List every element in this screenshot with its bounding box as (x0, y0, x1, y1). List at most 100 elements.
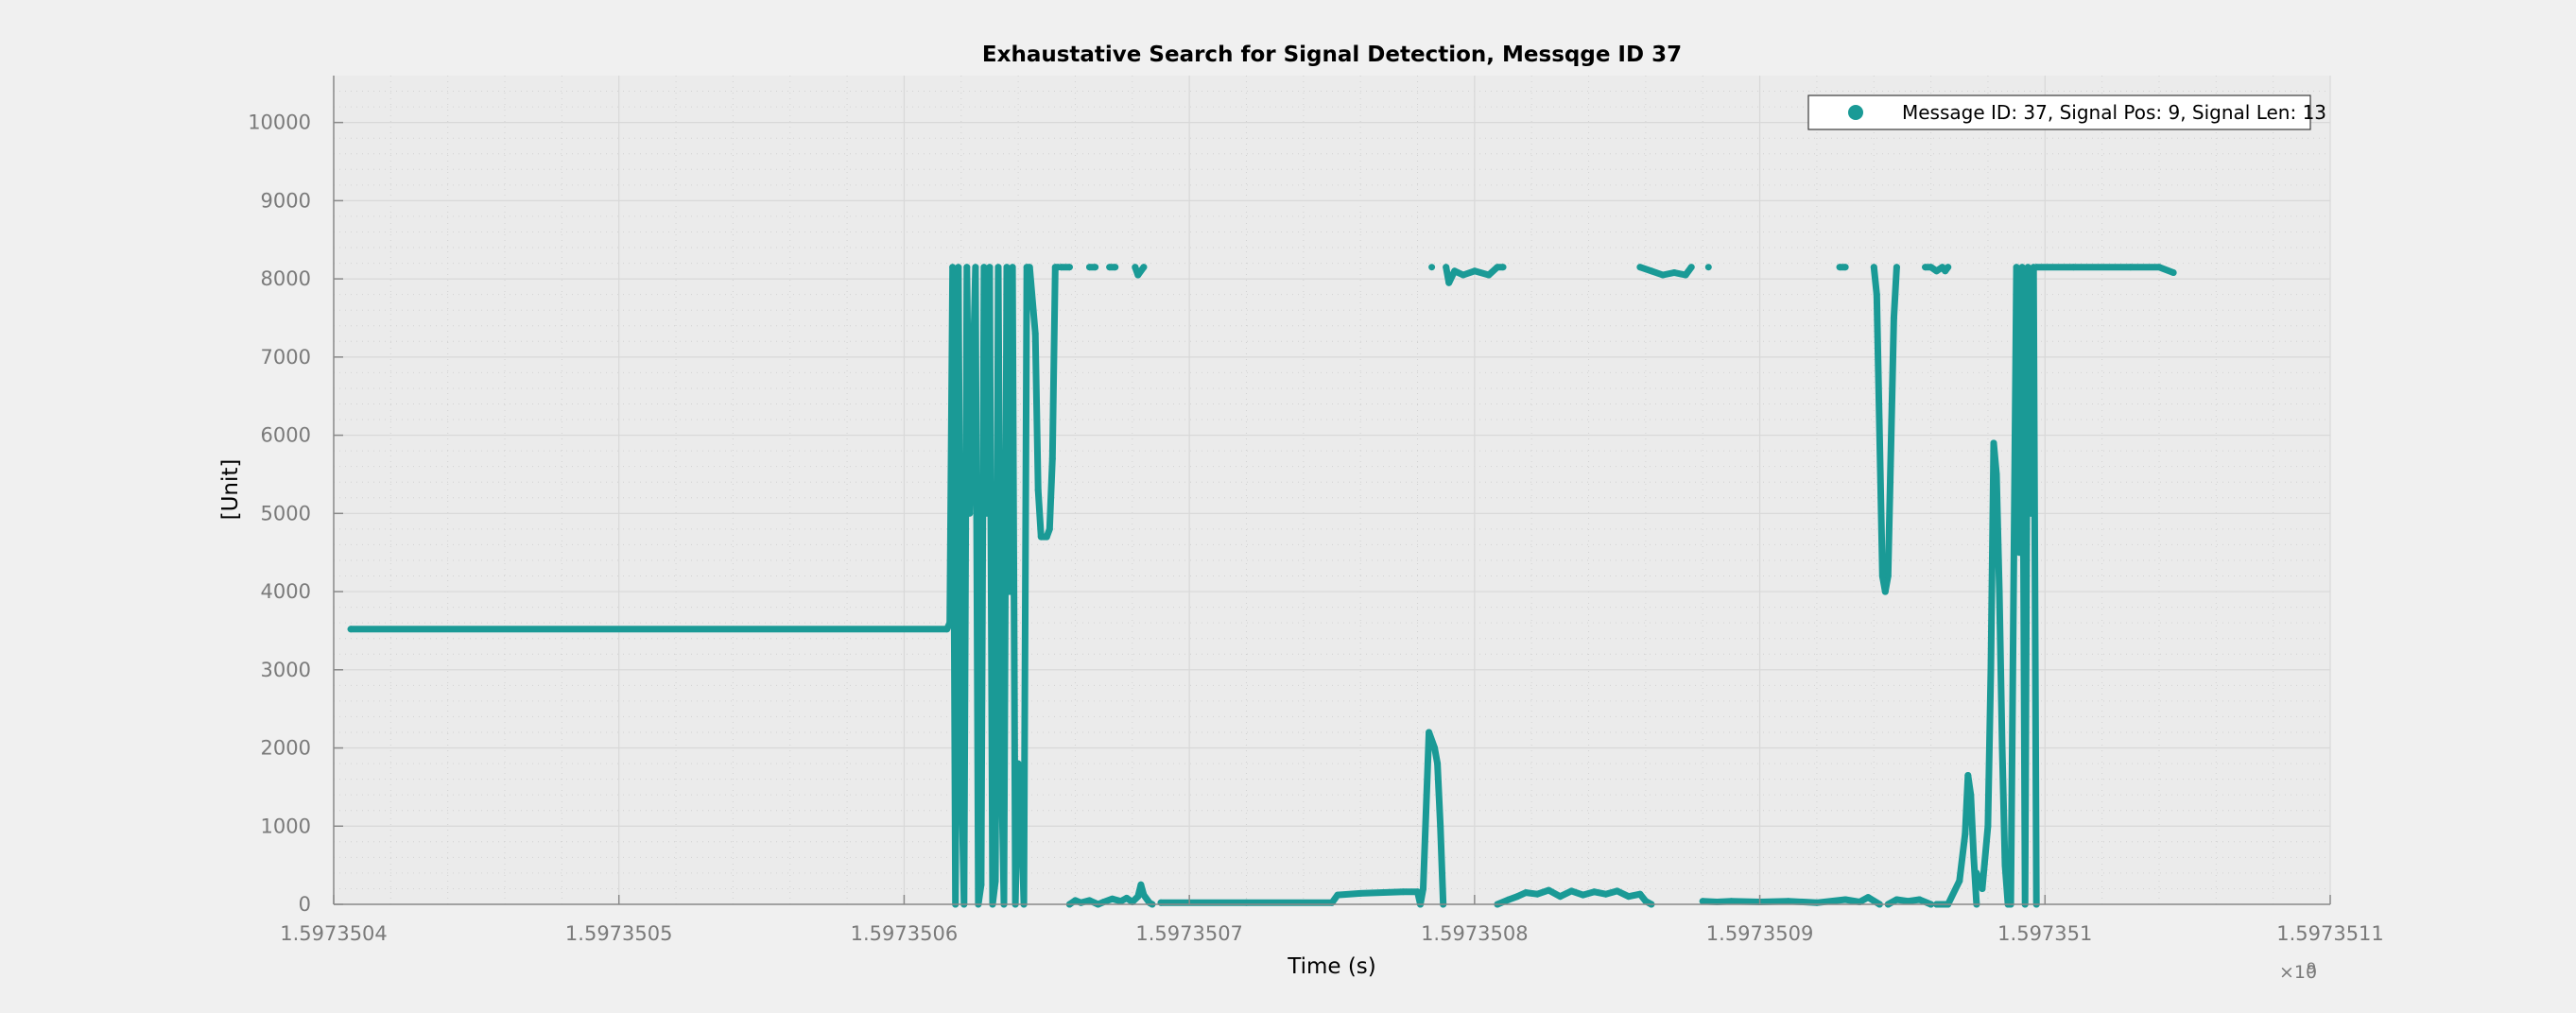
data-point (2024, 264, 2031, 271)
data-point (1434, 760, 1442, 767)
data-point (1648, 267, 1655, 275)
data-point (1123, 894, 1131, 901)
series-segment (1636, 264, 1695, 279)
series-segment (1704, 264, 1712, 271)
data-point (983, 509, 991, 517)
data-point (1602, 890, 1610, 898)
data-point (1670, 269, 1678, 276)
data-point (1137, 881, 1145, 888)
series-segment (1870, 264, 1900, 595)
data-point (1399, 888, 1407, 896)
data-point (2070, 264, 2077, 271)
series-segment (1922, 264, 1952, 275)
x-tick-label: 1.597351 (1997, 922, 2092, 945)
y-tick-label: 7000 (261, 346, 311, 369)
data-point (1922, 264, 1929, 271)
x-tick-label: 1.5973508 (1421, 922, 1529, 945)
data-point (955, 264, 962, 271)
data-point (1048, 455, 1056, 462)
data-point (1893, 264, 1900, 271)
data-point (1659, 271, 1667, 279)
data-point (1357, 889, 1364, 897)
series-line (1699, 894, 1883, 908)
data-point (2032, 264, 2040, 271)
data-point (994, 264, 1002, 271)
chart-title: Exhaustative Search for Signal Detection… (982, 43, 1682, 67)
data-point (1979, 885, 1986, 892)
data-point (1471, 267, 1478, 275)
data-point (1682, 271, 1689, 279)
data-point (2018, 264, 2026, 271)
data-point (1046, 525, 1053, 533)
data-point (1699, 898, 1706, 905)
x-axis-exponent-power: 9 (2307, 959, 2316, 977)
x-tick-label: 1.5973509 (1706, 922, 1814, 945)
data-point (1878, 573, 1886, 579)
data-point (1134, 893, 1142, 901)
data-point (1567, 887, 1575, 895)
data-point (1905, 898, 1911, 905)
data-point (1109, 895, 1116, 902)
x-tick-label: 1.5973507 (1135, 922, 1243, 945)
y-tick-label: 2000 (261, 737, 311, 760)
data-point (966, 509, 974, 517)
x-axis-ticks: 1.5973504 1.5973505 1.5973506 1.5973507 1.59… (280, 895, 2384, 945)
data-point (1499, 264, 1507, 271)
data-point (1998, 745, 2006, 751)
data-point (1451, 267, 1459, 275)
data-point (1134, 271, 1142, 279)
data-point (1065, 264, 1073, 271)
x-tick-label: 1.5973505 (565, 922, 673, 945)
data-point (2013, 264, 2020, 271)
data-point (1945, 264, 1952, 271)
data-point (1334, 891, 1341, 899)
y-tick-label: 0 (299, 893, 311, 916)
series-line (347, 264, 1062, 908)
series-segment (2032, 264, 2177, 276)
y-axis-label: [Unit] (218, 459, 243, 521)
series-segment (1428, 264, 1436, 271)
data-point (1704, 264, 1712, 271)
data-point (1873, 291, 1880, 299)
data-point (1990, 439, 1997, 447)
data-point (1072, 897, 1079, 904)
minor-grid (334, 76, 2330, 904)
data-point (1037, 533, 1045, 541)
data-point (1428, 264, 1436, 271)
data-point (1687, 264, 1695, 271)
data-point (1106, 264, 1114, 271)
data-point (1092, 264, 1099, 271)
data-point (1006, 588, 1013, 595)
data-point (1014, 760, 1022, 767)
data-point (943, 626, 951, 633)
data-point (1984, 822, 1992, 830)
data-point (1580, 891, 1586, 899)
y-tick-label: 6000 (261, 424, 311, 447)
data-point (347, 626, 354, 633)
x-tick-label: 1.5973511 (2276, 922, 2384, 945)
series-line (1933, 772, 1980, 908)
y-tick-label: 8000 (261, 267, 311, 290)
data-point (963, 264, 971, 271)
data-point (2001, 862, 2009, 869)
data-point (1117, 898, 1125, 905)
data-point (1556, 893, 1564, 901)
data-point (1513, 893, 1521, 901)
data-point (977, 881, 985, 888)
data-point (1964, 772, 1972, 779)
data-point (1086, 897, 1093, 904)
data-point (1890, 315, 1897, 321)
data-point (1836, 264, 1843, 271)
data-point (1420, 885, 1426, 892)
data-point (1841, 264, 1849, 271)
data-point (1956, 877, 1963, 884)
data-point (1996, 588, 2003, 595)
data-point (1437, 822, 1444, 830)
x-axis-label: Time (s) (1287, 954, 1376, 979)
series-segment (1106, 264, 1119, 271)
data-point (2027, 509, 2034, 517)
data-point (980, 264, 988, 271)
data-point (1625, 893, 1633, 901)
data-point (1443, 264, 1450, 271)
